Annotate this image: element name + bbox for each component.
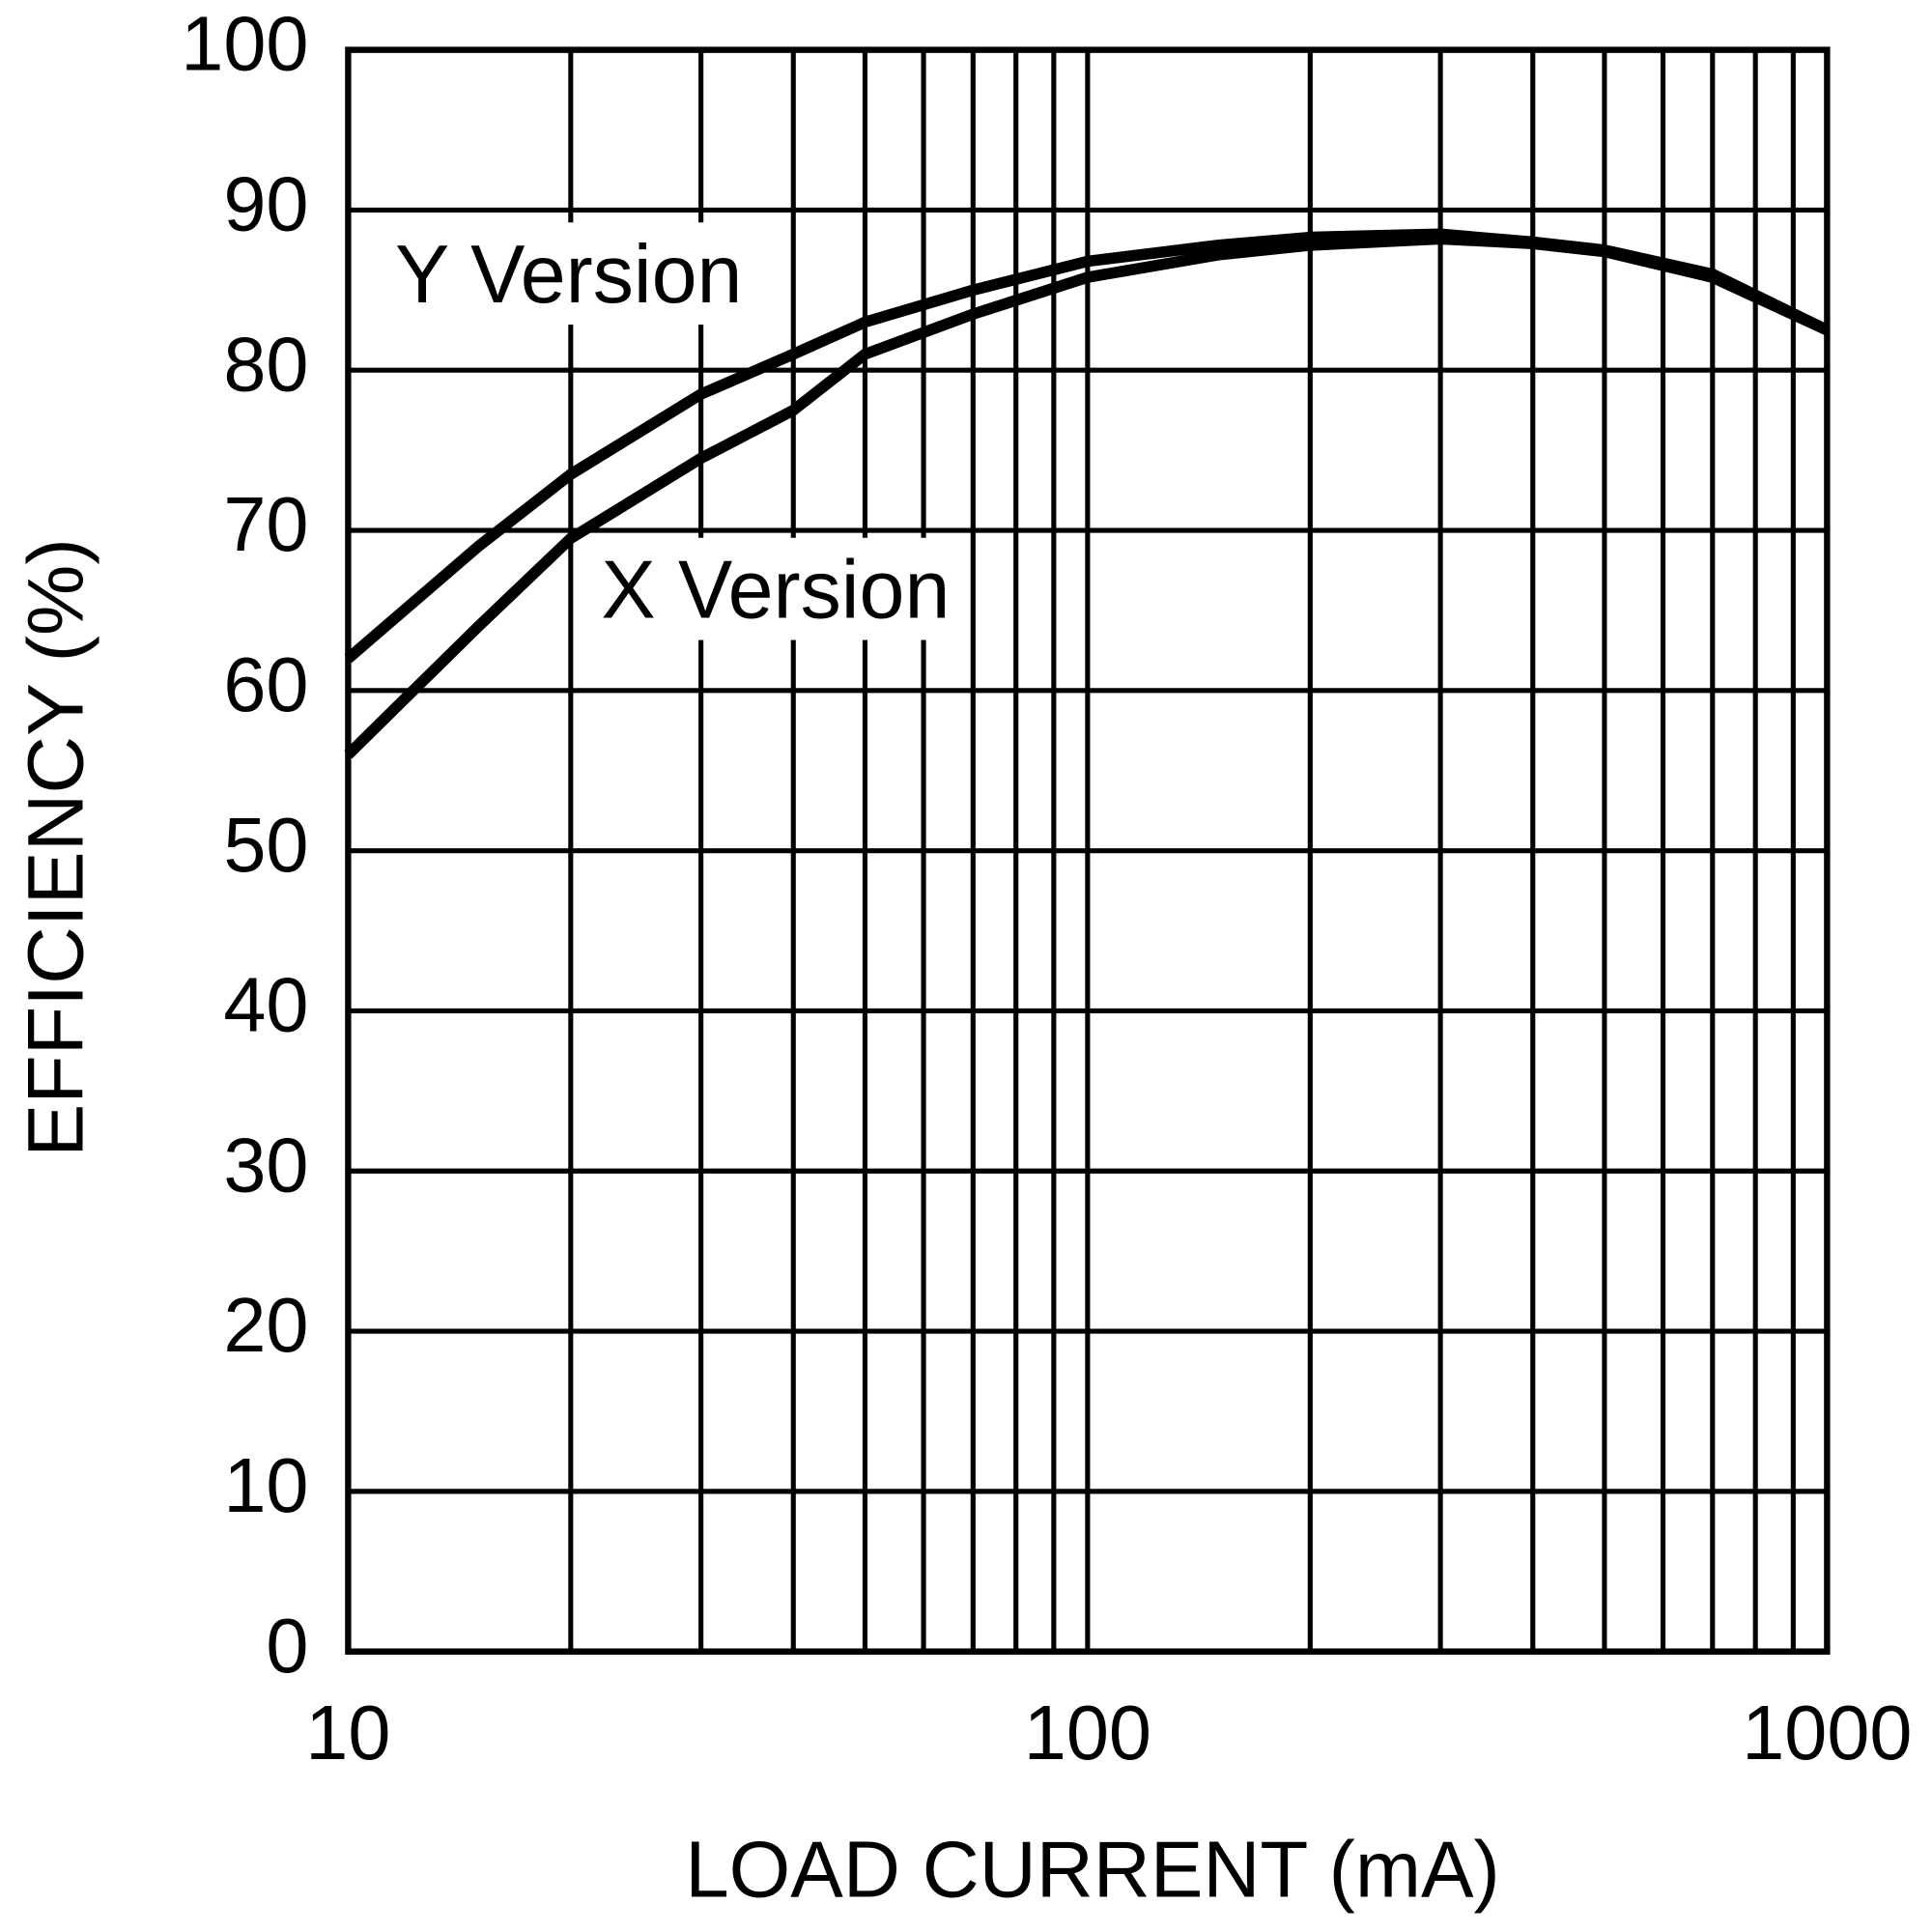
x-tick-label: 10 bbox=[305, 1690, 390, 1776]
label-background bbox=[380, 222, 757, 326]
label-background bbox=[586, 537, 965, 640]
y-tick-label: 80 bbox=[223, 321, 308, 407]
y-tick-label: 50 bbox=[223, 801, 308, 887]
y-tick-label: 60 bbox=[223, 641, 308, 727]
series-line bbox=[344, 233, 1830, 759]
y-tick-label: 70 bbox=[223, 481, 308, 567]
y-tick-label: 30 bbox=[223, 1122, 308, 1208]
y-tick-label: 90 bbox=[223, 160, 308, 246]
x-axis-label: LOAD CURRENT (mA) bbox=[685, 1826, 1500, 1914]
y-tick-label: 40 bbox=[223, 961, 308, 1047]
y-tick-label: 10 bbox=[223, 1442, 308, 1528]
y-tick-label: 100 bbox=[181, 0, 308, 86]
y-tick-label: 20 bbox=[223, 1282, 308, 1368]
y-tick-label: 0 bbox=[266, 1602, 308, 1688]
series-label: X Version bbox=[601, 543, 950, 635]
series-label: Y Version bbox=[395, 227, 742, 319]
y-axis-label: EFFICIENCY (%) bbox=[13, 538, 100, 1157]
x-tick-label: 1000 bbox=[1742, 1690, 1912, 1776]
x-tick-label: 100 bbox=[1024, 1690, 1151, 1776]
plot-frame bbox=[345, 46, 1831, 1655]
